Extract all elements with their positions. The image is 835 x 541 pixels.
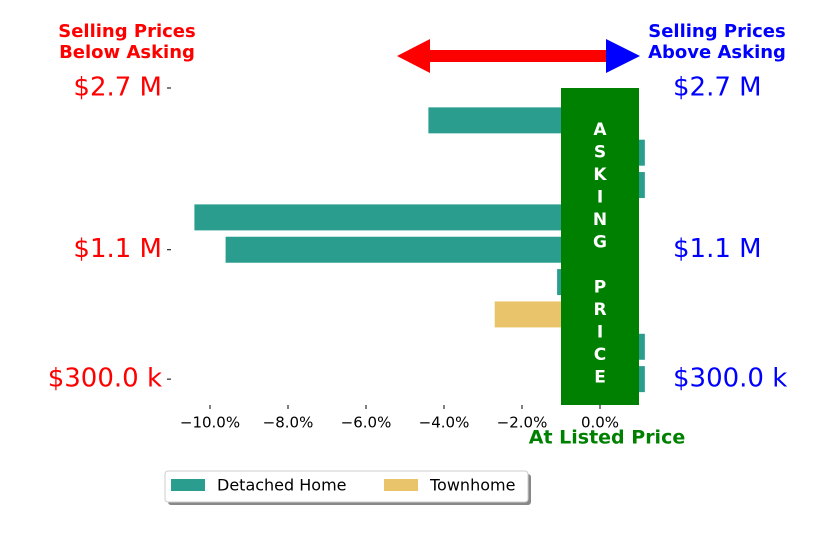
arrow-left — [397, 39, 608, 73]
y-tick-label-right: $1.1 M — [673, 234, 762, 264]
x-tick-label: −8.0% — [263, 414, 314, 432]
legend-swatch — [171, 479, 205, 491]
left-title: Selling Prices Below Asking — [58, 21, 195, 63]
bar — [225, 236, 600, 263]
x-tick-label: −10.0% — [180, 414, 240, 432]
x-tick-label: 0.0% — [581, 414, 619, 432]
y-tick-label: $2.7 M — [73, 73, 162, 103]
x-tick-label: −2.0% — [497, 414, 548, 432]
x-axis-label: At Listed Price — [529, 427, 685, 449]
y-tick-label-right: $300.0 k — [673, 364, 787, 394]
legend-swatch — [384, 479, 418, 491]
band-label: ASKING PRICE — [590, 120, 610, 390]
legend-box — [164, 470, 529, 503]
x-tick-label: −6.0% — [341, 414, 392, 432]
y-tick-label: $1.1 M — [73, 234, 162, 264]
x-tick-label: −4.0% — [419, 414, 470, 432]
asking-band — [561, 88, 639, 405]
legend-label: Detached Home — [217, 476, 347, 495]
y-tick-label-right: $2.7 M — [673, 73, 762, 103]
right-title: Selling Prices Above Asking — [648, 21, 786, 63]
bar — [194, 204, 600, 231]
y-tick-label: $300.0 k — [48, 364, 162, 394]
legend-label: Townhome — [429, 476, 515, 495]
arrow-right — [606, 39, 640, 73]
legend: Detached Home Townhome — [164, 470, 531, 505]
